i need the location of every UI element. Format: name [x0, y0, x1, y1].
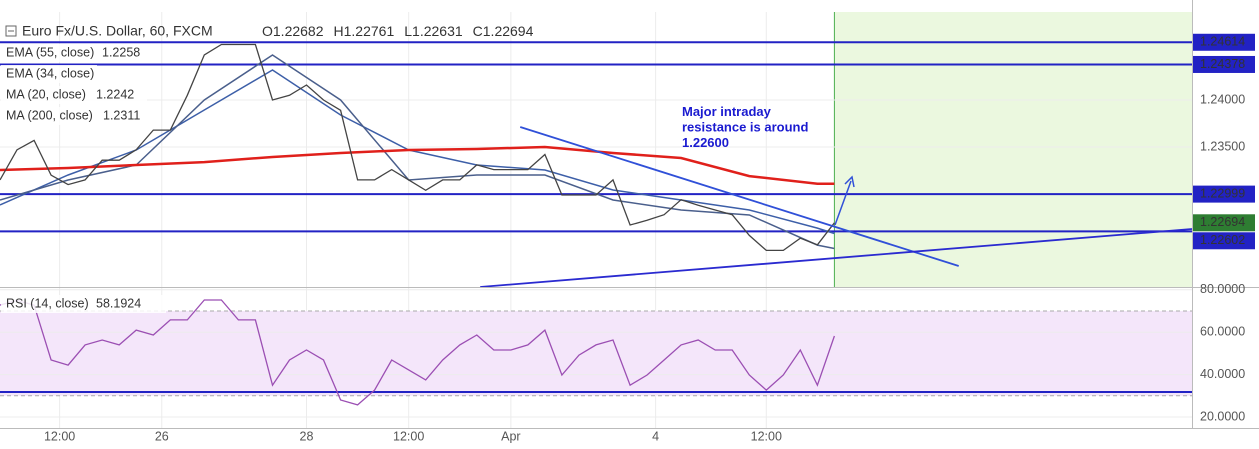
price-level-tag — [1193, 232, 1255, 250]
legend-box — [1, 107, 147, 125]
legend-box — [1, 295, 166, 313]
price-level-label: 1.24614 — [1200, 35, 1245, 49]
annotation: Major intraday resistance is around 1.2260… — [682, 104, 808, 150]
price-line — [0, 43, 835, 252]
ohlc-value: 1.22694 — [483, 23, 534, 39]
legend-value: 1.2258 — [102, 45, 140, 59]
rsi-band — [0, 311, 1192, 396]
y-tick-label: 20.0000 — [1200, 409, 1245, 423]
ohlc-value: 1.22761 — [344, 23, 395, 39]
x-tick-label: 26 — [155, 429, 169, 443]
legend-name: MA (200, close) — [6, 108, 93, 122]
annotation-line: 1.22600 — [682, 135, 729, 150]
y-tick-label: 1.24000 — [1200, 92, 1245, 106]
legend-name: MA (20, close) — [6, 87, 86, 101]
arrow-head — [844, 175, 855, 188]
background-layer — [0, 12, 1192, 428]
legend-value: 1.2242 — [96, 87, 134, 101]
y-tick-label: 1.23500 — [1200, 139, 1245, 153]
projection-zone — [834, 12, 1192, 287]
legend-box — [1, 44, 147, 62]
price-level-tag — [1193, 55, 1255, 73]
current-price-label: 1.22694 — [1200, 215, 1245, 229]
x-tick-label: 12:00 — [393, 429, 424, 443]
plot-layer — [0, 41, 1193, 406]
price-level-tag — [1193, 33, 1255, 51]
ohlc-label: H — [334, 23, 344, 39]
ohlc-value: 1.22682 — [273, 23, 324, 39]
price-level-label: 1.24378 — [1200, 57, 1245, 71]
price-line — [0, 299, 836, 406]
legend-name: RSI (14, close) — [6, 296, 89, 310]
x-tick-label: 12:00 — [44, 429, 75, 443]
y-tick-label: 40.0000 — [1200, 367, 1245, 381]
x-tick-label: 28 — [300, 429, 314, 443]
legend-name: EMA (34, close) — [6, 66, 94, 80]
price-level-label: 1.22602 — [1200, 233, 1245, 247]
chart-title: Euro Fx/U.S. Dollar, 60, FXCM — [22, 23, 213, 39]
label-layer: 12:00 26 28 12:00 Apr 4 12:00 1.23500 1.24000 20.… — [1, 33, 1255, 443]
annotation-line: Major intraday — [682, 104, 772, 119]
legend-box — [1, 86, 147, 104]
price-level-tag — [1193, 185, 1255, 203]
ohlc-label: C — [473, 23, 483, 39]
indicator-line — [0, 145, 835, 185]
y-tick-label: 80.0000 — [1200, 282, 1245, 296]
legend-name: EMA (55, close) — [6, 45, 94, 59]
legend-value: 1.2311 — [103, 108, 140, 122]
indicator-line — [0, 69, 835, 235]
trendline — [480, 228, 1193, 288]
current-price-tag — [1193, 214, 1255, 232]
annotation-line: resistance is around — [682, 120, 808, 135]
ohlc-label: O — [262, 23, 273, 39]
trendline — [519, 126, 959, 267]
indicator-line — [0, 54, 835, 250]
x-tick-label: 4 — [652, 429, 659, 443]
ohlc-value: 1.22631 — [412, 23, 463, 39]
ohlc-label: L — [404, 23, 412, 39]
price-level-label: 1.22999 — [1200, 186, 1245, 200]
legend-box — [1, 65, 97, 83]
y-tick-label: 60.0000 — [1200, 324, 1245, 338]
ohlc: O1.22682 H1.22761 L1.22631 C1.22694 — [262, 23, 534, 39]
x-tick-label: Apr — [501, 429, 520, 443]
x-tick-label: 12:00 — [751, 429, 782, 443]
arrow — [834, 180, 852, 226]
legend-value: 58.1924 — [96, 296, 141, 310]
